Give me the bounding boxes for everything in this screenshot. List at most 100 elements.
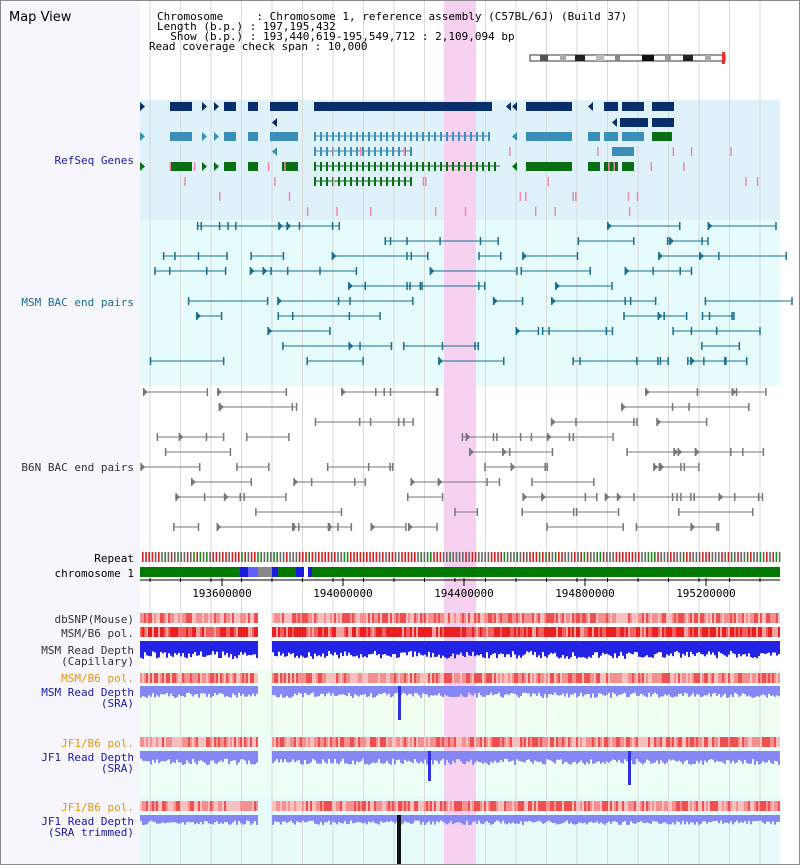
msm-depth-sra <box>628 686 630 697</box>
msm-depth-cap <box>522 641 524 656</box>
repeat-mark <box>417 552 419 562</box>
jf1-depth-trim <box>672 815 674 823</box>
jf1-pol-strip-2 <box>406 801 408 811</box>
msm-pol-strip <box>164 627 166 637</box>
jf1-depth-trim <box>758 815 760 821</box>
dbsnp-strip <box>574 613 576 623</box>
msm-pol-strip-2 <box>624 673 626 683</box>
jf1-depth-sra <box>656 751 658 761</box>
jf1-depth-trim <box>394 815 396 824</box>
track-label-jf1-depth-trim[interactable]: JF1 Read Depth (SRA trimmed) <box>41 815 134 839</box>
jf1-depth-trim <box>716 815 718 821</box>
repeat-mark <box>426 552 429 562</box>
msm-pol-strip-2 <box>672 673 674 683</box>
jf1-depth-sra <box>566 751 568 763</box>
refseq-gene <box>170 102 192 111</box>
track-label-msm-depth-sra[interactable]: MSM Read Depth (SRA) <box>41 686 134 710</box>
msm-depth-cap <box>662 641 664 658</box>
track-label-dbsnp[interactable]: dbSNP(Mouse) <box>54 613 134 626</box>
dbsnp-strip <box>748 613 750 623</box>
track-label-refseq[interactable]: RefSeq Genes <box>54 154 134 167</box>
dbsnp-strip <box>498 613 500 623</box>
track-label-msm-bac[interactable]: MSM BAC end pairs <box>21 296 134 309</box>
jf1-pol-strip <box>300 737 302 747</box>
dbsnp-strip <box>684 613 686 623</box>
msm-depth-cap <box>344 641 346 652</box>
jf1-depth-sra <box>322 751 324 760</box>
jf1-pol-strip-2 <box>672 801 674 811</box>
jf1-pol-strip <box>438 737 440 747</box>
jf1-pol-strip <box>666 737 668 747</box>
msm-depth-cap <box>554 641 556 653</box>
msm-depth-sra <box>512 686 514 694</box>
b6n-bac-pair <box>698 463 700 471</box>
msm-pol-strip <box>354 627 356 637</box>
track-label-jf1-pol[interactable]: JF1/B6 pol. <box>61 737 134 750</box>
track-label-msm-pol-2[interactable]: MSM/B6 pol. <box>61 672 134 685</box>
repeat-mark <box>222 552 224 562</box>
msm-depth-cap <box>770 641 772 656</box>
track-label-msm-pol[interactable]: MSM/B6 pol. <box>61 627 134 640</box>
repeat-mark <box>657 552 659 562</box>
jf1-pol-strip <box>364 737 366 747</box>
msm-pol-strip-2 <box>326 673 328 683</box>
msm-depth-cap <box>216 641 218 652</box>
repeat-mark <box>215 552 218 562</box>
msm-depth-sra <box>282 686 284 698</box>
msm-pol-strip <box>250 627 252 637</box>
jf1-pol-strip-2 <box>206 801 208 811</box>
jf1-pol-strip-2 <box>542 801 544 811</box>
jf1-pol-strip-2 <box>294 801 296 811</box>
msm-depth-sra <box>478 686 480 693</box>
jf1-depth-trim <box>518 815 520 824</box>
msm-depth-cap <box>624 641 626 659</box>
refseq-gene <box>604 132 618 141</box>
track-label-jf1-depth-sra[interactable]: JF1 Read Depth (SRA) <box>41 751 134 775</box>
msm-depth-cap <box>674 641 676 652</box>
jf1-depth-sra <box>514 751 516 765</box>
repeat-mark <box>430 552 432 562</box>
msm-depth-sra <box>706 686 708 696</box>
dbsnp-strip <box>232 613 234 623</box>
msm-depth-cap <box>144 641 146 653</box>
refseq-gene <box>140 132 145 141</box>
jf1-pol-strip-2 <box>378 801 380 811</box>
msm-pol-strip-2 <box>148 673 150 683</box>
msm-depth-sra <box>700 686 702 698</box>
jf1-depth-trim <box>654 815 656 822</box>
jf1-depth-trim <box>776 815 778 822</box>
msm-pol-strip <box>224 627 226 637</box>
track-label-b6n-bac[interactable]: B6N BAC end pairs <box>21 461 134 474</box>
track-label-chromosome[interactable]: chromosome 1 <box>54 567 134 580</box>
msm-pol-strip <box>460 627 462 637</box>
jf1-depth-sra <box>556 751 558 760</box>
repeat-mark <box>199 552 202 562</box>
msm-depth-cap <box>696 641 698 654</box>
jf1-depth-sra <box>770 751 772 763</box>
msm-depth-cap <box>488 641 490 659</box>
msm-pol-strip <box>596 627 598 637</box>
track-label-msm-depth-cap[interactable]: MSM Read Depth (Capillary) <box>41 644 134 668</box>
msm-pol-strip <box>512 627 514 637</box>
msm-bac-pair <box>187 297 190 305</box>
track-label-repeat[interactable]: Repeat <box>94 552 134 565</box>
repeat-mark <box>225 552 227 562</box>
jf1-depth-trim <box>674 815 676 825</box>
repeat-mark <box>177 552 179 562</box>
msm-pol-strip-2 <box>334 673 336 683</box>
dbsnp-strip <box>294 613 296 623</box>
msm-pol-strip <box>778 627 780 637</box>
msm-depth-sra <box>750 686 752 697</box>
msm-pol-strip <box>678 627 680 637</box>
msm-depth-sra <box>256 686 258 694</box>
jf1-pol-strip-2 <box>218 801 220 811</box>
msm-pol-strip <box>388 627 390 637</box>
msm-pol-strip-2 <box>490 673 492 683</box>
track-label-jf1-pol-2[interactable]: JF1/B6 pol. <box>61 801 134 814</box>
jf1-pol-strip-2 <box>598 801 600 811</box>
dbsnp-strip <box>668 613 670 623</box>
msm-depth-cap <box>408 641 410 652</box>
msm-pol-strip-2 <box>450 673 452 683</box>
repeat-mark <box>596 552 598 562</box>
